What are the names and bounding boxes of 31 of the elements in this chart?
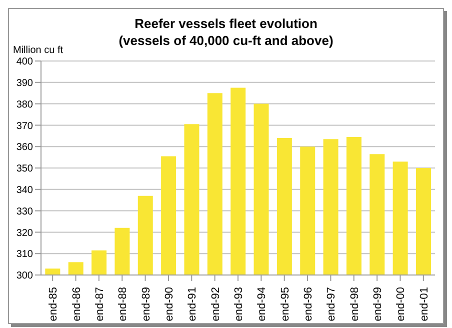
y-tick-label: 300 — [16, 270, 34, 282]
x-tick-label: end-87 — [94, 287, 106, 322]
y-tick-label: 350 — [16, 164, 34, 175]
x-tick-label: end-96 — [302, 287, 315, 322]
x-tick-label: end-00 — [395, 287, 408, 322]
x-tick-label: end-85 — [48, 287, 60, 322]
x-tick-label: end-90 — [163, 287, 176, 322]
x-tick-label: end-91 — [186, 287, 199, 322]
x-tick-label: end-89 — [140, 287, 152, 322]
x-tick-label: end-88 — [117, 287, 130, 322]
y-tick-label: 320 — [16, 228, 34, 239]
y-tick-label: 370 — [16, 120, 34, 132]
y-tick-label: 380 — [16, 99, 34, 110]
chart-subtitle: (vessels of 40,000 cu-ft and above) — [118, 33, 334, 48]
y-tick-label: 340 — [16, 184, 34, 196]
y-axis-title: Million cu ft — [13, 45, 64, 56]
y-tick-label: 330 — [16, 206, 34, 218]
y-tick-label: 360 — [16, 142, 34, 154]
x-tick-label: end-98 — [348, 287, 361, 322]
x-tick-label: end-97 — [326, 287, 338, 322]
x-tick-label: end-01 — [418, 287, 430, 322]
x-tick-label: end-99 — [372, 287, 384, 322]
y-tick-label: 310 — [16, 249, 34, 260]
x-tick-label: end-92 — [210, 287, 222, 322]
y-tick-label: 400 — [16, 56, 34, 68]
x-tick-label: end-94 — [256, 287, 268, 322]
x-tick-label: end-95 — [279, 287, 292, 322]
chart-title: Reefer vessels fleet evolution — [134, 15, 318, 32]
x-tick-label: end-93 — [233, 287, 245, 322]
y-tick-label: 390 — [16, 78, 34, 89]
x-tick-label: end-86 — [70, 287, 83, 322]
